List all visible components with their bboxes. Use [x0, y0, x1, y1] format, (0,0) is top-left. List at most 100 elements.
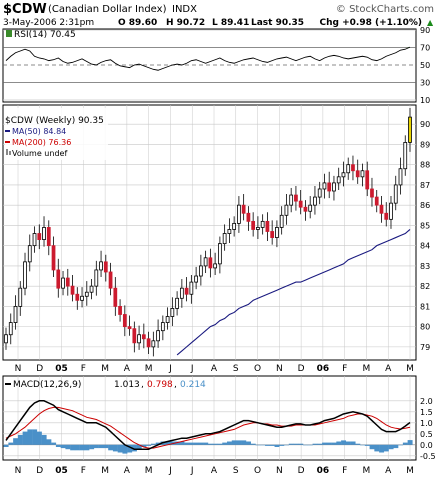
macd-x-tick-label: F: [342, 466, 347, 476]
price-candle: [270, 231, 275, 238]
price-x-tick-label: N: [15, 364, 22, 374]
price-tick-label: 79: [420, 343, 430, 352]
macd-histogram-bar: [198, 442, 204, 445]
price-x-tick-label: A: [124, 364, 131, 374]
macd-histogram-bar: [46, 439, 52, 445]
price-candle: [94, 269, 99, 287]
macd-x-tick-label: F: [81, 466, 86, 476]
price-candle: [308, 204, 313, 212]
macd-x-tick-label: M: [406, 466, 414, 476]
macd-x-tick-label: A: [385, 466, 392, 476]
price-candle: [332, 182, 336, 192]
macd-histogram-bar: [407, 440, 413, 445]
macd-histogram-bar: [255, 444, 261, 446]
price-x-tick-label: S: [233, 364, 239, 374]
macd-histogram-bar: [32, 429, 38, 445]
macd-histogram-bar: [98, 444, 104, 449]
watermark: © StockCharts.com: [336, 4, 434, 15]
price-candle: [298, 200, 303, 208]
price-candle: [70, 285, 75, 295]
macd-histogram-bar: [208, 443, 213, 445]
macd-histogram-bar: [41, 434, 47, 445]
price-x-tick-label: M: [406, 364, 414, 374]
macd-histogram-bar: [89, 444, 95, 450]
volume-legend: Volume undef: [12, 149, 67, 158]
macd-histogram-bar: [169, 441, 175, 445]
macd-histogram-bar: [383, 444, 389, 452]
price-candle: [108, 271, 113, 289]
price-candle: [37, 233, 42, 240]
price-candle: [317, 188, 322, 198]
price-candle: [127, 326, 132, 330]
price-x-tick-label: J: [168, 364, 172, 374]
price-x-tick-label: F: [81, 364, 86, 374]
price-candle: [384, 212, 389, 220]
price-candle: [393, 184, 398, 204]
exchange: INDX: [172, 4, 197, 15]
macd-histogram-bar: [22, 431, 28, 445]
macd-histogram-bar: [393, 444, 399, 449]
macd-histogram-bar: [227, 441, 232, 445]
rsi-panel: 90 70 50 30 10 RSI(14) 70.45: [2, 26, 430, 105]
macd-histogram-bar: [303, 444, 309, 446]
macd-histogram-bar: [260, 444, 266, 446]
macd-x-tick-label: 05: [55, 466, 68, 476]
price-candle: [389, 202, 393, 220]
price-candle: [408, 116, 412, 143]
macd-x-tick-label: S: [233, 466, 239, 476]
price-candle: [227, 229, 232, 234]
price-tick-label: 84: [420, 242, 430, 251]
low-value: L 89.41: [212, 18, 249, 28]
price-candle: [65, 277, 70, 287]
price-candle: [374, 196, 379, 206]
macd-histogram-bar: [341, 440, 347, 445]
price-candle: [341, 172, 346, 178]
macd-tick-label: 1.0: [420, 419, 433, 428]
index-name: (Canadian Dollar Index): [48, 4, 167, 15]
price-candle: [284, 204, 289, 216]
macd-tick-label: 1.5: [420, 408, 433, 417]
price-candle: [189, 281, 194, 295]
price-candle: [89, 285, 94, 293]
price-candle: [151, 340, 156, 348]
price-panel: 79 80 81 82 83 84 85 86 87 88 89 90 N D 05 F M A M J J A S O N D…: [2, 104, 430, 374]
price-candle: [160, 322, 165, 332]
macd-histogram-bar: [402, 442, 408, 445]
price-candle: [103, 261, 108, 273]
macd-histogram-bar: [246, 441, 251, 445]
macd-histogram-bar: [269, 444, 275, 446]
price-candle: [184, 287, 189, 295]
rsi-tick-label: 10: [420, 96, 430, 105]
price-tick-label: 85: [420, 221, 430, 230]
macd-histogram-bar: [51, 442, 57, 445]
svg-text:,: ,: [141, 380, 144, 390]
price-tick-label: 87: [420, 181, 430, 190]
macd-x-tick-label: D: [298, 466, 305, 476]
price-x-tick-label: M: [363, 364, 371, 374]
macd-histogram-bar: [131, 444, 137, 452]
macd-tick-label: 0.0: [420, 441, 433, 450]
macd-histogram-bar: [331, 442, 337, 445]
macd-histogram-bar: [112, 444, 118, 452]
macd-histogram-bar: [250, 443, 256, 445]
price-candle: [260, 220, 265, 228]
macd-histogram-bar: [307, 444, 313, 446]
macd-histogram-bar: [17, 434, 23, 445]
price-candle: [137, 334, 141, 344]
change-value: Chg +0.98 (+1.10%): [320, 18, 422, 28]
macd-histogram-bar: [136, 444, 142, 450]
macd-histogram-bar: [374, 444, 380, 452]
price-candle: [279, 214, 284, 228]
price-candle: [165, 316, 170, 323]
macd-histogram-bar: [188, 442, 194, 445]
price-tick-label: 82: [420, 282, 430, 291]
price-candle: [246, 212, 251, 222]
price-candle: [222, 233, 227, 245]
high-value: H 90.72: [166, 18, 205, 28]
rsi-tick-label: 70: [420, 44, 430, 53]
price-candle: [398, 168, 403, 186]
price-candle: [84, 291, 89, 297]
macd-histogram-bar: [355, 443, 361, 445]
price-candle: [175, 297, 179, 309]
macd-histogram-bar: [369, 444, 375, 450]
